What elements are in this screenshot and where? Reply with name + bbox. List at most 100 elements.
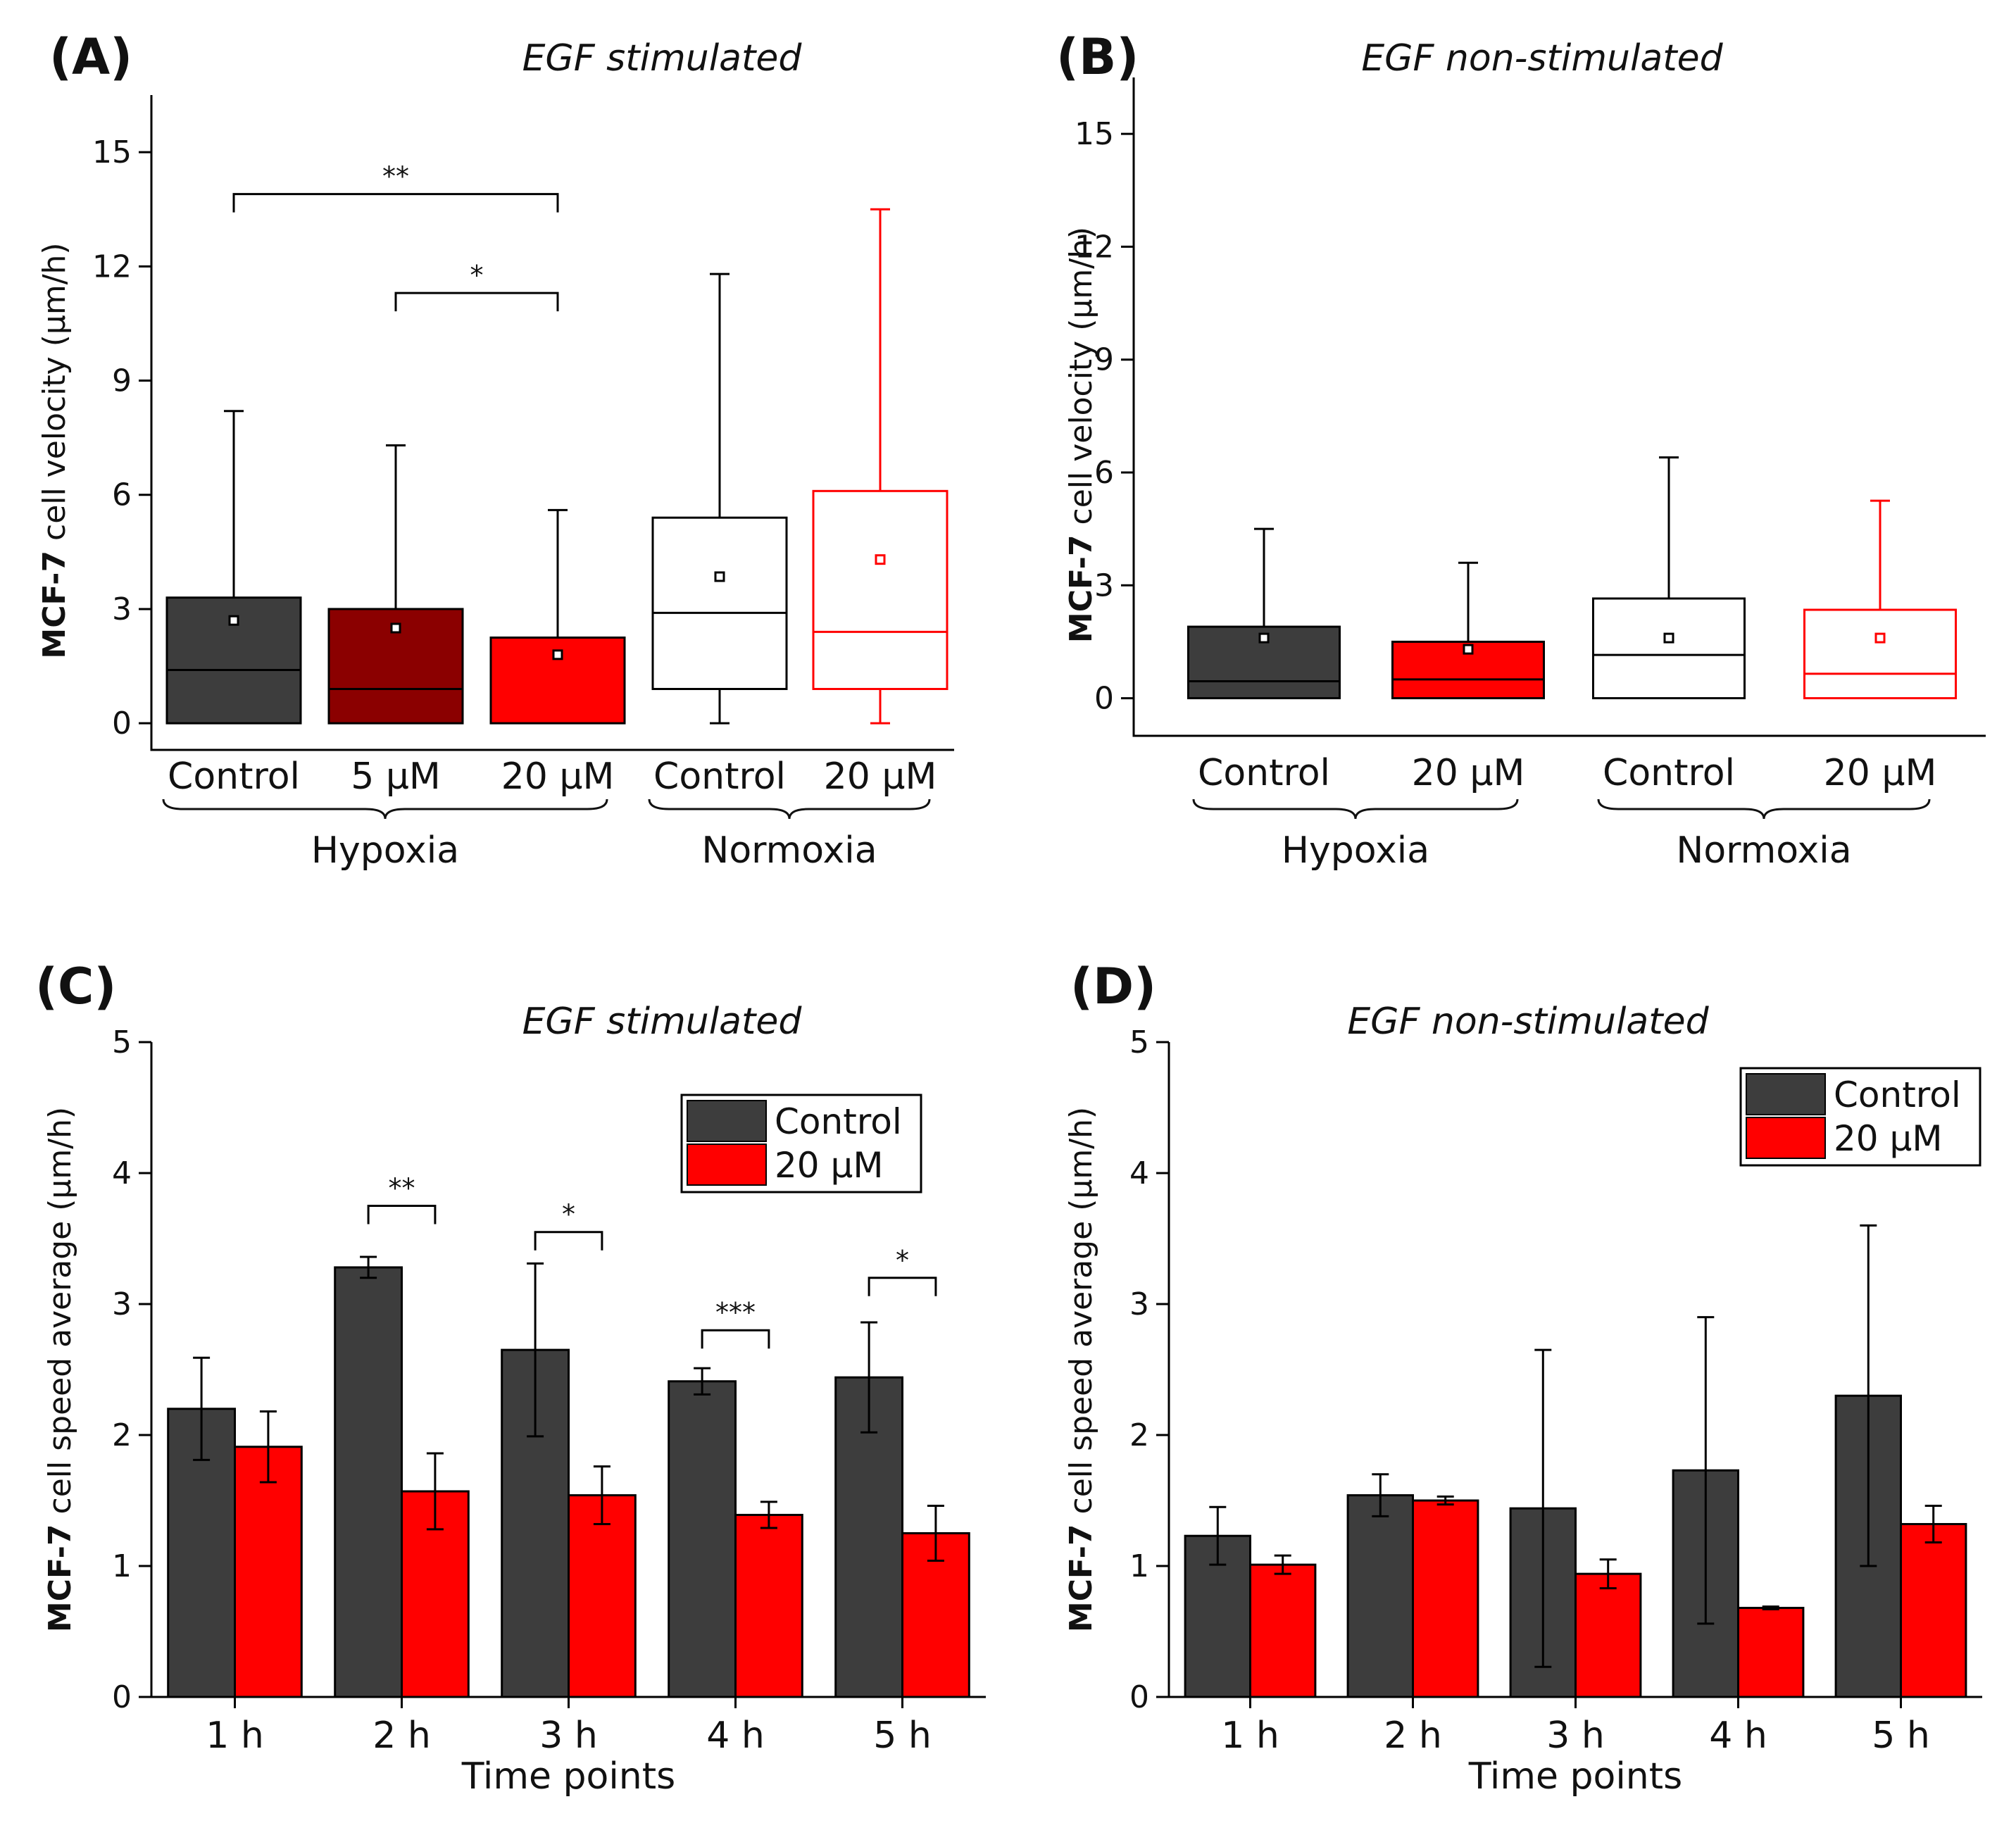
legend-swatch <box>1746 1117 1826 1159</box>
plot-area-a: 0 3 6 9 12 15 Control 5 μM 20 μM Control 20 μM Hypo… <box>37 95 954 872</box>
x-tick-label: 4 h <box>706 1715 765 1757</box>
y-axis-label-rest: cell speed average (μm/h) <box>42 1107 78 1524</box>
mean-marker <box>1258 632 1270 644</box>
group-brace <box>1192 798 1519 820</box>
y-tick-label: 5 <box>1129 1025 1149 1060</box>
mean-marker <box>390 622 401 634</box>
y-axis-label: MCF-7 cell speed average (μm/h) <box>1063 1107 1099 1632</box>
legend-swatch <box>687 1144 767 1186</box>
y-tick-label: 2 <box>1129 1417 1149 1453</box>
box-iqr <box>1803 608 1957 700</box>
panel-label-d: (D) <box>1070 958 1156 1015</box>
panel-label-b: (B) <box>1056 28 1139 86</box>
bar <box>1574 1572 1642 1698</box>
panel-a: (A) EGF stimulated 0 3 6 9 12 15 Control 5 μM 20… <box>37 28 954 872</box>
category-label: 5 μM <box>351 756 441 798</box>
legend-swatch <box>1746 1073 1826 1115</box>
y-tick-label: 0 <box>112 706 132 741</box>
bar <box>734 1513 803 1698</box>
y-axis-label-bold: MCF-7 <box>1063 534 1099 643</box>
y-tick-label: 6 <box>1094 455 1114 491</box>
axis-lines <box>150 95 954 751</box>
bar <box>668 1380 737 1698</box>
panel-label-a: (A) <box>49 28 132 86</box>
panel-title-b: EGF non-stimulated <box>1361 37 1723 80</box>
x-tick-label: 3 h <box>1546 1715 1605 1757</box>
y-tick-label: 9 <box>1094 342 1114 378</box>
y-axis-label-bold: MCF-7 <box>42 1524 78 1632</box>
legend-label: Control <box>1834 1075 1961 1115</box>
y-tick-label: 3 <box>1129 1286 1149 1322</box>
y-tick-label: 4 <box>1129 1155 1149 1191</box>
panel-d: (D) EGF non-stimulated 0 1 2 3 4 5 1 h 2 h 3 h 4 … <box>1063 958 1982 1798</box>
group-brace <box>648 798 931 820</box>
y-axis-label-rest: cell velocity (μm/h) <box>37 242 73 551</box>
significance-label: *** <box>715 1297 756 1328</box>
y-axis-label-bold: MCF-7 <box>37 551 73 659</box>
category-label: Control <box>653 756 786 798</box>
group-brace <box>162 798 608 820</box>
x-tick-label: 5 h <box>1872 1715 1930 1757</box>
significance-label: ** <box>389 1173 415 1204</box>
y-tick-label: 0 <box>112 1679 132 1715</box>
legend-label: 20 μM <box>775 1145 883 1186</box>
y-tick-label: 3 <box>112 591 132 627</box>
y-tick-label: 0 <box>1129 1679 1149 1715</box>
group-label: Hypoxia <box>311 829 459 872</box>
x-tick-label: 4 h <box>1709 1715 1767 1757</box>
category-label: 20 μM <box>824 756 937 798</box>
group-label: Normoxia <box>701 829 877 872</box>
y-tick-label: 9 <box>112 363 132 399</box>
panel-b: (B) EGF non-stimulated 0 3 6 9 12 15 Control 20… <box>1056 28 1986 872</box>
plot-area-d: 0 1 2 3 4 5 1 h 2 h 3 h 4 h 5 h Time points Control2… <box>1063 1025 1982 1798</box>
bar <box>1346 1494 1414 1698</box>
y-axis-label: MCF-7 cell velocity (μm/h) <box>37 242 73 658</box>
bar <box>334 1266 403 1698</box>
category-label: 20 μM <box>501 756 615 798</box>
significance-label: * <box>562 1199 575 1230</box>
mean-marker <box>714 571 725 582</box>
category-label: Control <box>168 756 300 798</box>
group-brace <box>1597 798 1931 820</box>
x-axis-label: Time points <box>461 1755 676 1798</box>
y-tick-label: 0 <box>1094 681 1114 717</box>
y-tick-label: 1 <box>112 1548 132 1584</box>
y-axis-label-rest: cell speed average (μm/h) <box>1063 1107 1099 1524</box>
panel-title-c: EGF stimulated <box>522 1001 803 1043</box>
significance-label: * <box>470 260 484 291</box>
category-label: 20 μM <box>1824 752 1937 794</box>
axis-lines <box>1132 77 1986 737</box>
y-tick-label: 12 <box>92 249 132 284</box>
box-iqr <box>812 489 948 690</box>
plot-area-b: 0 3 6 9 12 15 Control 20 μM Control 20 μM Hypoxia N… <box>1063 77 1986 872</box>
category-label: 20 μM <box>1412 752 1525 794</box>
panel-title-d: EGF non-stimulated <box>1347 1001 1709 1043</box>
box-iqr <box>1592 597 1746 700</box>
legend-swatch <box>687 1100 767 1142</box>
x-tick-label: 3 h <box>539 1715 598 1757</box>
bar <box>234 1446 303 1698</box>
x-axis-label: Time points <box>1468 1755 1683 1798</box>
y-tick-label: 3 <box>112 1286 132 1322</box>
y-tick-label: 1 <box>1129 1548 1149 1584</box>
significance-label: * <box>896 1245 909 1276</box>
y-axis-label: MCF-7 cell speed average (μm/h) <box>42 1107 78 1632</box>
significance-bracket <box>868 1277 937 1296</box>
bar <box>1737 1607 1805 1698</box>
x-tick-label: 5 h <box>873 1715 932 1757</box>
y-axis-label-bold: MCF-7 <box>1063 1524 1099 1632</box>
y-axis-label: MCF-7 cell velocity (μm/h) <box>1063 227 1099 643</box>
significance-bracket <box>534 1231 603 1251</box>
y-tick-label: 6 <box>112 477 132 513</box>
x-tick-label: 2 h <box>372 1715 431 1757</box>
mean-marker <box>1463 644 1474 655</box>
y-tick-label: 15 <box>92 134 132 170</box>
y-axis-label-rest: cell velocity (μm/h) <box>1063 227 1099 535</box>
significance-bracket <box>367 1205 437 1224</box>
category-label: Control <box>1198 752 1330 794</box>
y-tick-label: 15 <box>1075 116 1114 152</box>
